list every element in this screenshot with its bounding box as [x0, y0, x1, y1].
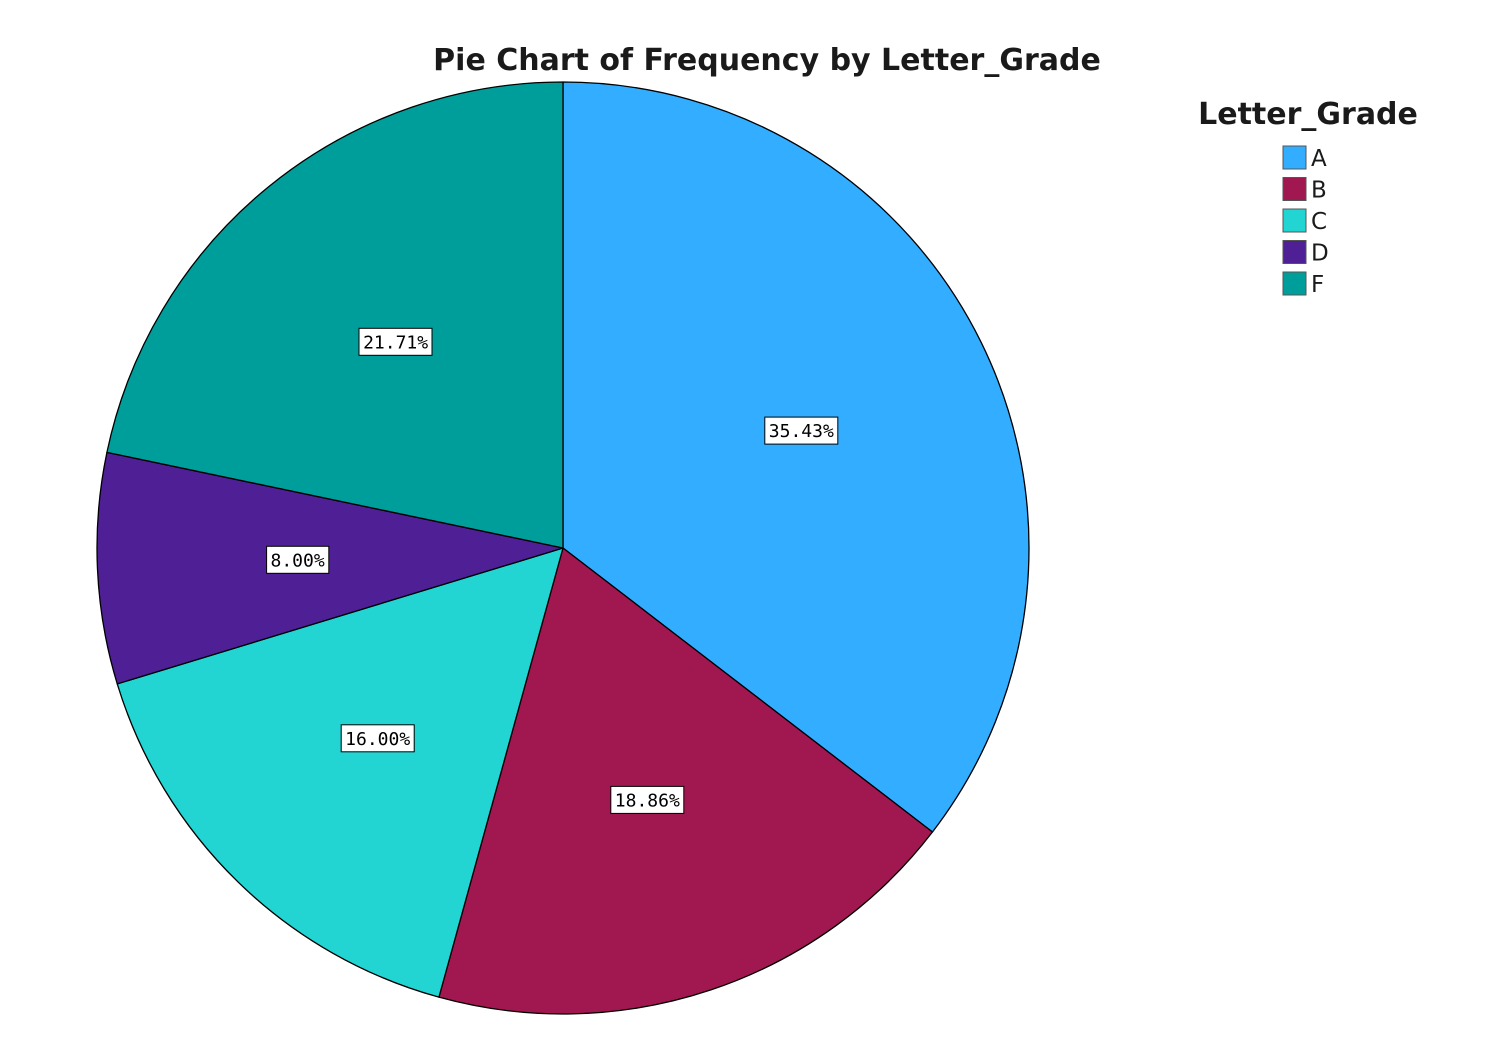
- legend-label-c: C: [1311, 209, 1327, 235]
- data-label-text: 8.00%: [271, 550, 325, 571]
- data-label-a: 35.43%: [764, 416, 839, 445]
- pie-slice-b: [438, 547, 934, 1015]
- legend-swatch-b: [1282, 177, 1307, 201]
- legend-swatch-d: [1282, 240, 1307, 264]
- chart-title: Pie Chart of Frequency by Letter_Grade: [433, 43, 1101, 78]
- data-label-f: 21.71%: [358, 327, 433, 356]
- pie-slice-d: [96, 451, 564, 685]
- data-label-box: [340, 724, 415, 753]
- data-label-b: 18.86%: [610, 785, 685, 814]
- data-label-text: 16.00%: [345, 729, 410, 750]
- data-label-c: 16.00%: [340, 724, 415, 753]
- pie-data-labels: 35.43% 18.86% 16.00% 8.00% 21.71%: [266, 327, 839, 814]
- data-label-box: [266, 545, 330, 574]
- pie-slice-c: [116, 547, 564, 998]
- data-label-text: 35.43%: [769, 421, 834, 442]
- data-label-d: 8.00%: [266, 545, 330, 574]
- legend-label-a: A: [1311, 146, 1327, 172]
- legend-swatch-a: [1282, 145, 1307, 170]
- data-label-text: 21.71%: [363, 332, 428, 353]
- legend-swatch-f: [1282, 271, 1307, 296]
- data-label-box: [358, 327, 433, 356]
- legend-swatch-c: [1282, 208, 1307, 233]
- pie-slice-a: [562, 81, 1030, 833]
- pie-slice-f: [106, 81, 564, 549]
- pie-slices: [96, 81, 1030, 1015]
- legend-label-d: D: [1311, 241, 1329, 267]
- legend-label-b: B: [1311, 178, 1327, 204]
- data-label-box: [764, 416, 839, 445]
- data-label-text: 18.86%: [615, 790, 680, 811]
- data-label-box: [610, 785, 685, 814]
- legend-label-f: F: [1311, 272, 1324, 298]
- legend-title: Letter_Grade: [1198, 97, 1418, 132]
